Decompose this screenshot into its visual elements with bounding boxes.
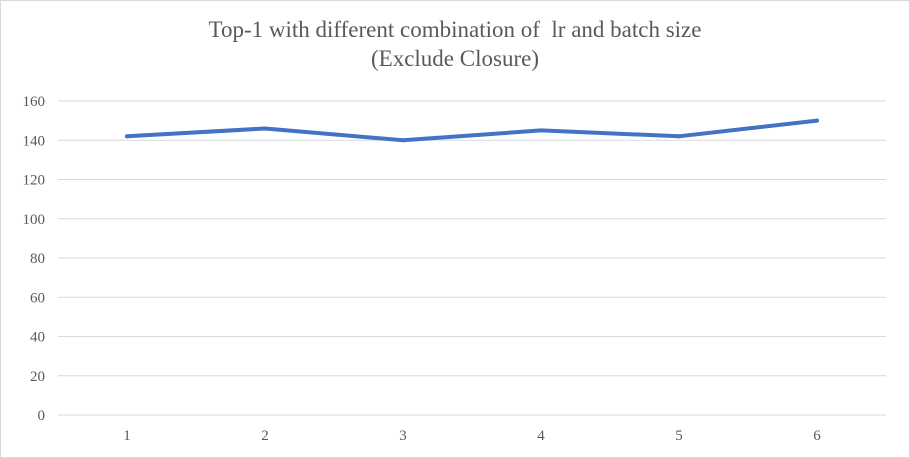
data-point [677, 134, 681, 139]
x-tick-label: 5 [675, 428, 683, 444]
data-point [263, 126, 267, 131]
series-layer [125, 118, 819, 143]
y-tick-label: 80 [30, 251, 45, 267]
x-tick-label: 3 [399, 428, 407, 444]
y-tick-label: 0 [38, 408, 46, 424]
y-tick-label: 60 [30, 290, 45, 306]
series-line-0 [125, 118, 819, 143]
x-tick-label: 4 [537, 428, 545, 444]
y-tick-label: 20 [30, 369, 45, 385]
y-tick-label: 40 [30, 330, 45, 346]
y-tick-label: 100 [23, 212, 46, 228]
chart-title-line-1: Top-1 with different combination of lr a… [208, 17, 702, 42]
x-axis-ticks: 1 2 3 4 5 6 [123, 428, 821, 444]
y-tick-label: 160 [23, 94, 46, 110]
data-point [539, 128, 543, 133]
gridlines [58, 100, 886, 416]
x-tick-label: 6 [813, 428, 821, 444]
y-tick-label: 120 [23, 173, 46, 189]
data-point [815, 118, 819, 123]
chart-title-line-2: (Exclude Closure) [371, 46, 539, 71]
x-tick-label: 2 [261, 428, 269, 444]
y-axis-ticks: 0 20 40 60 80 100 120 140 160 [23, 94, 46, 424]
y-tick-label: 140 [23, 133, 46, 149]
chart-title: Top-1 with different combination of lr a… [1, 15, 909, 73]
data-point [401, 138, 405, 143]
data-point [125, 134, 129, 139]
x-tick-label: 1 [123, 428, 131, 444]
